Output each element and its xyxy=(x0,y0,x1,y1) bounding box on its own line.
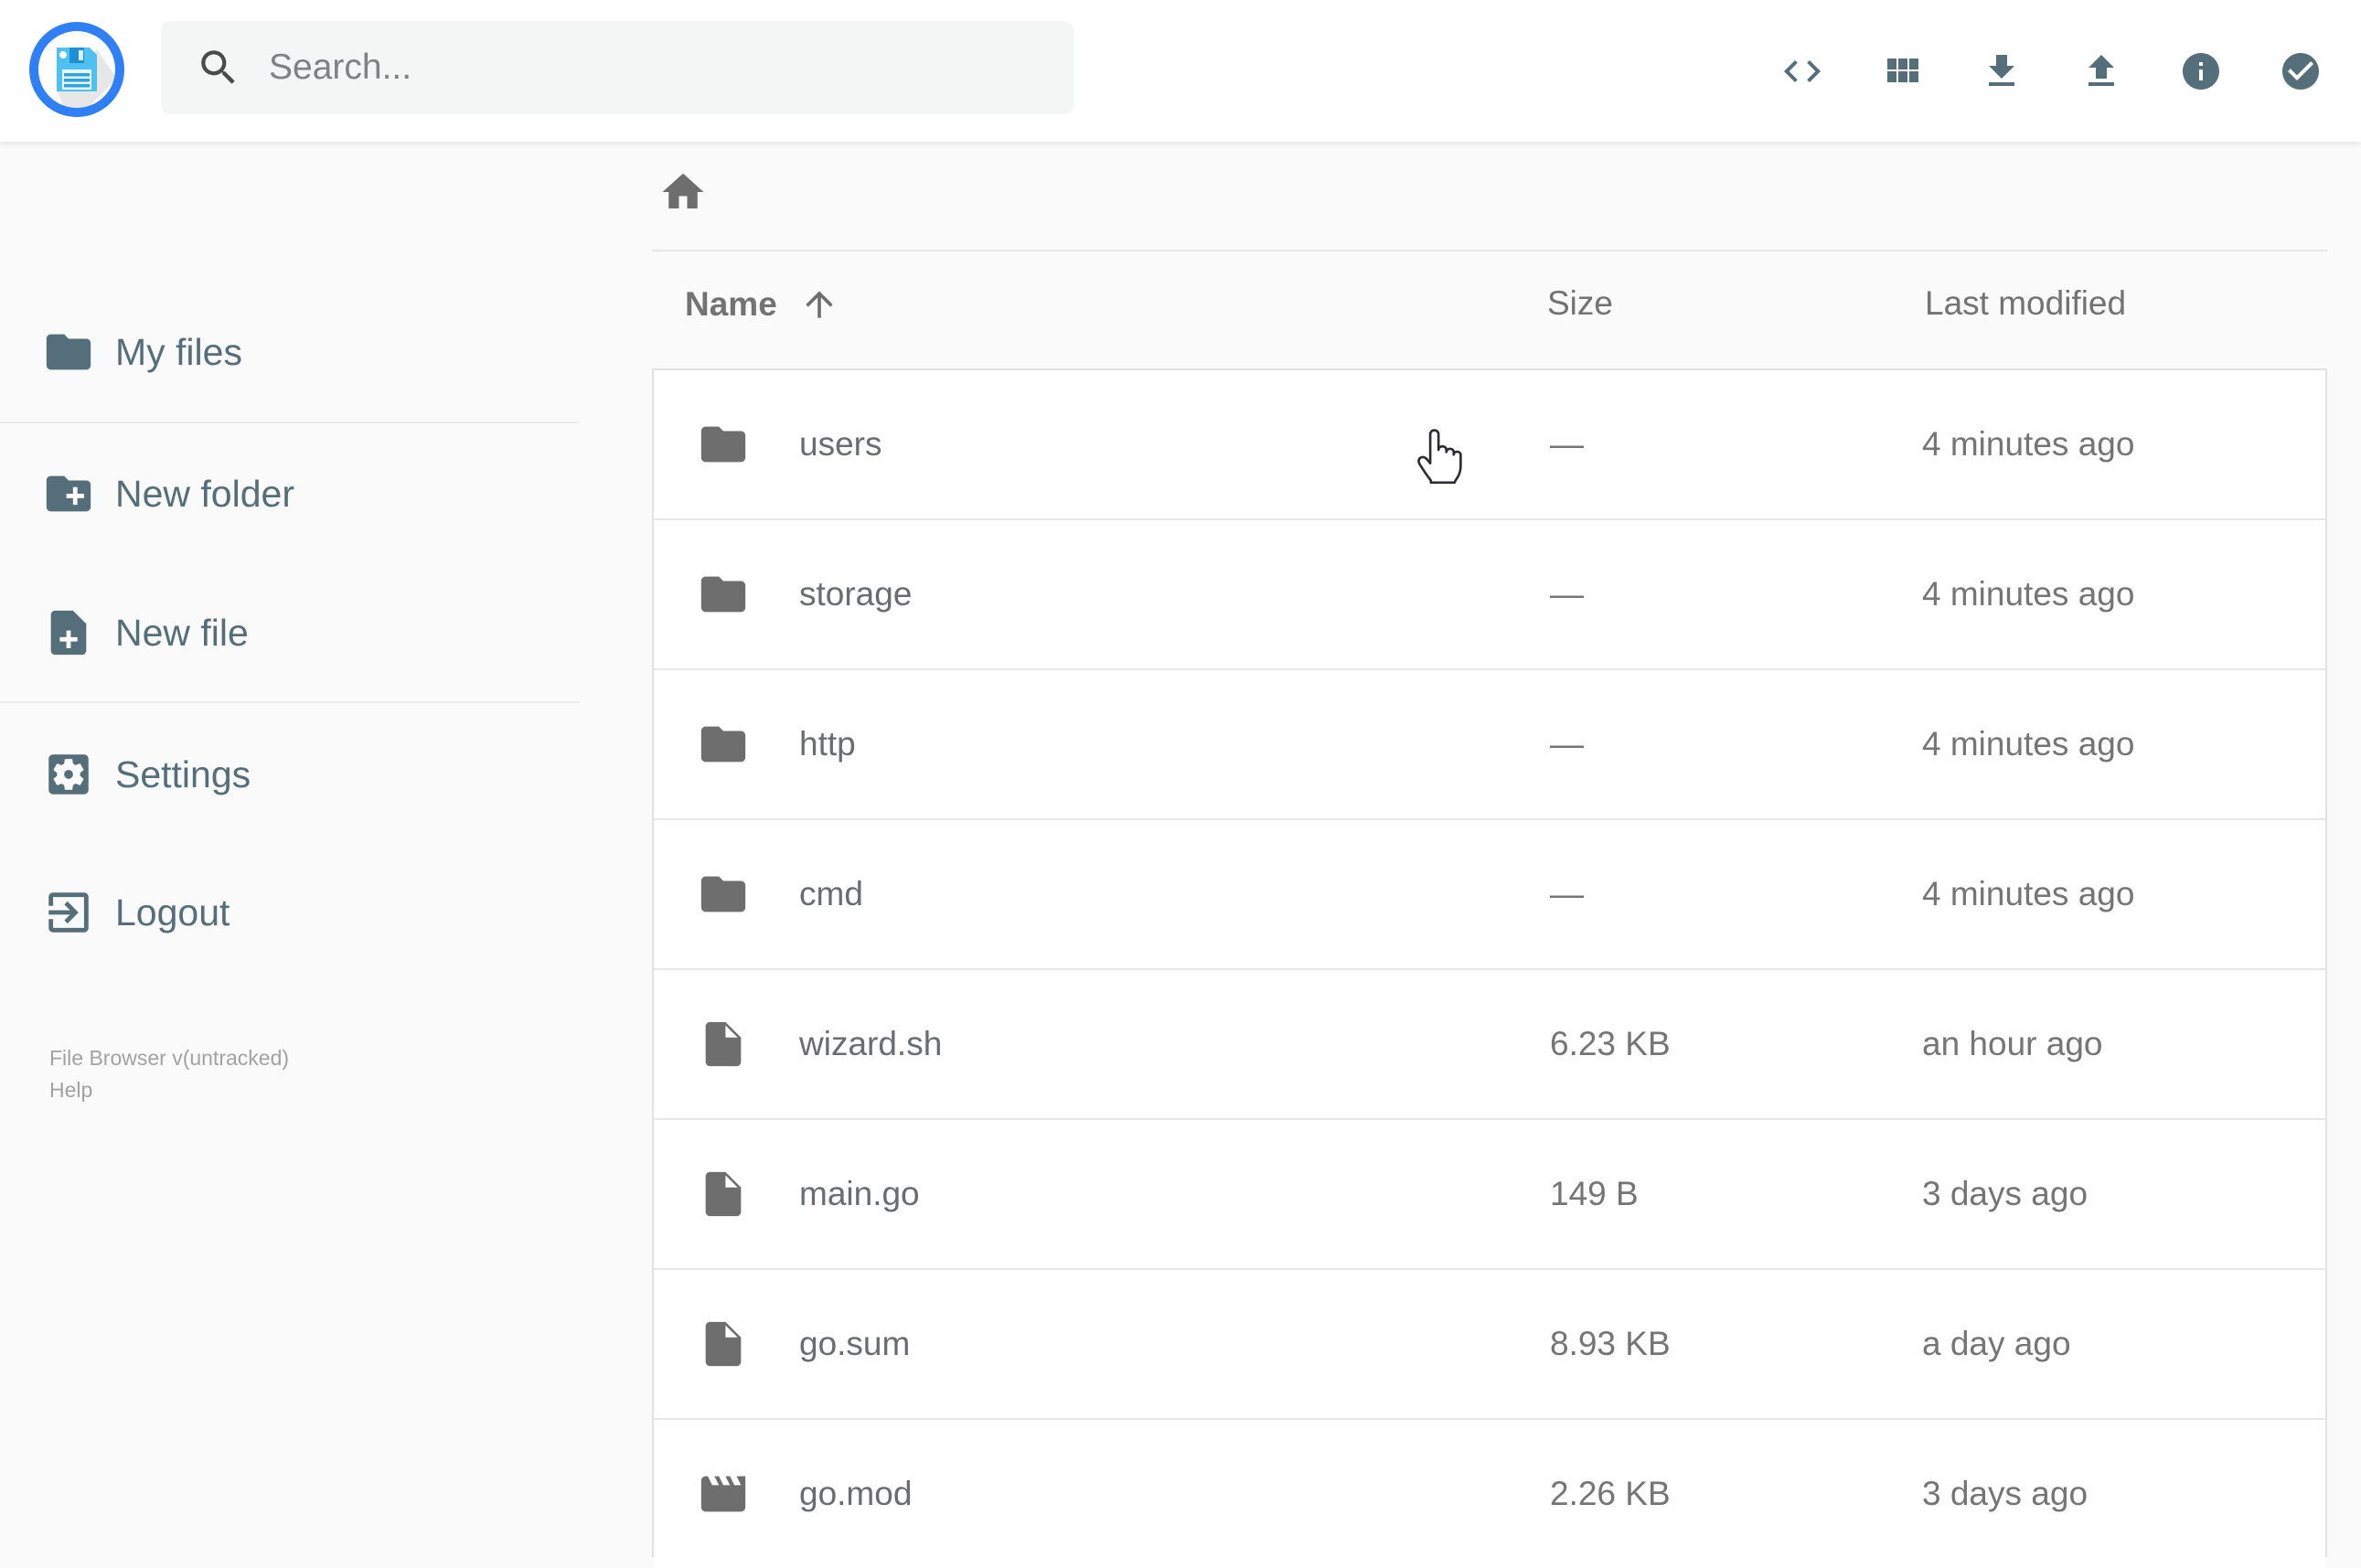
sidebar-footer: File Browser v(untracked) Help xyxy=(49,1042,289,1106)
download-icon xyxy=(1989,54,2014,86)
breadcrumb-home-button[interactable] xyxy=(658,167,708,217)
listing-header: Name Size Last modified xyxy=(652,279,2327,334)
file-name: storage xyxy=(799,575,913,613)
sidebar-item-new-folder[interactable]: New folder xyxy=(0,443,580,544)
sidebar-item-logout[interactable]: Logout xyxy=(0,862,580,963)
filebrowser-logo-icon[interactable] xyxy=(29,22,124,117)
upload-button[interactable] xyxy=(2079,49,2123,93)
column-header-name[interactable]: Name xyxy=(685,284,839,325)
file-modified: 3 days ago xyxy=(1922,1175,2089,1212)
sidebar-item-label: New folder xyxy=(115,472,294,515)
column-header-size[interactable]: Size xyxy=(1547,284,1613,322)
folder-icon xyxy=(700,876,746,912)
help-link[interactable]: Help xyxy=(49,1078,93,1102)
file-row[interactable]: go.mod 2.26 KB 3 days ago xyxy=(654,1420,2325,1568)
file-name: wizard.sh xyxy=(799,1025,943,1062)
file-size: 6.23 KB xyxy=(1550,1025,1671,1062)
file-name: main.go xyxy=(799,1175,920,1212)
check-circle-icon xyxy=(2282,52,2319,90)
file-name: cmd xyxy=(799,875,863,912)
search-placeholder: Search... xyxy=(269,48,412,87)
logout-icon xyxy=(48,892,89,933)
file-modified: 4 minutes ago xyxy=(1922,425,2135,463)
breadcrumb-divider xyxy=(652,250,2327,251)
sidebar-item-label: Settings xyxy=(115,752,251,795)
file-modified: 4 minutes ago xyxy=(1922,575,2135,613)
settings-icon xyxy=(48,754,89,795)
file-modified: 4 minutes ago xyxy=(1922,725,2135,763)
sidebar-item-label: My files xyxy=(115,330,242,373)
file-name: go.sum xyxy=(799,1325,911,1362)
file-plus-icon xyxy=(50,610,87,656)
folder-icon xyxy=(700,576,746,613)
file-icon xyxy=(705,1021,742,1067)
sidebar-divider xyxy=(0,421,580,423)
search-input[interactable]: Search... xyxy=(161,21,1074,114)
file-listing: users — 4 minutes ago storage — 4 minute… xyxy=(652,368,2327,1568)
sidebar-item-label: New file xyxy=(115,611,249,654)
file-row[interactable]: users — 4 minutes ago xyxy=(654,370,2325,520)
sidebar-item-settings[interactable]: Settings xyxy=(0,724,580,825)
select-multiple-button[interactable] xyxy=(2279,49,2323,93)
file-size: 2.26 KB xyxy=(1550,1475,1671,1512)
topbar: Search... xyxy=(0,0,2361,142)
sidebar-item-my-files[interactable]: My files xyxy=(0,302,580,402)
search-icon xyxy=(196,45,241,91)
file-row[interactable]: wizard.sh 6.23 KB an hour ago xyxy=(654,970,2325,1120)
folder-icon xyxy=(46,334,91,370)
file-modified: a day ago xyxy=(1922,1325,2071,1362)
file-row[interactable]: storage — 4 minutes ago xyxy=(654,520,2325,670)
sidebar: My files New folder New file Settings Lo… xyxy=(0,142,580,1518)
file-name: go.mod xyxy=(799,1475,913,1512)
grid-view-icon xyxy=(1887,58,1918,82)
home-icon xyxy=(662,173,704,208)
code-icon xyxy=(1784,59,1821,82)
file-size: 8.93 KB xyxy=(1550,1325,1671,1362)
topbar-actions xyxy=(1780,0,2323,142)
file-row[interactable]: cmd — 4 minutes ago xyxy=(654,820,2325,970)
file-icon xyxy=(705,1321,742,1367)
file-size: — xyxy=(1550,575,1584,613)
file-row[interactable]: main.go 149 B 3 days ago xyxy=(654,1120,2325,1270)
switch-view-button[interactable] xyxy=(1880,49,1924,93)
file-modified: 4 minutes ago xyxy=(1922,875,2135,912)
file-icon xyxy=(705,1171,742,1217)
info-button[interactable] xyxy=(2179,49,2223,93)
folder-icon xyxy=(700,426,746,463)
movie-icon xyxy=(700,1476,746,1512)
sidebar-item-new-file[interactable]: New file xyxy=(0,582,580,683)
folder-plus-icon xyxy=(46,475,91,512)
file-size: — xyxy=(1550,425,1584,463)
download-button[interactable] xyxy=(1980,49,2024,93)
app-version: File Browser v(untracked) xyxy=(49,1046,290,1070)
file-name: users xyxy=(799,425,882,463)
sidebar-item-label: Logout xyxy=(115,891,230,933)
file-size: 149 B xyxy=(1550,1175,1639,1212)
file-modified: 3 days ago xyxy=(1922,1475,2089,1512)
file-row[interactable]: go.sum 8.93 KB a day ago xyxy=(654,1270,2325,1420)
folder-icon xyxy=(700,726,746,763)
file-size: — xyxy=(1550,725,1584,763)
file-size: — xyxy=(1550,875,1584,912)
column-header-modified[interactable]: Last modified xyxy=(1925,284,2127,322)
file-name: http xyxy=(799,725,856,763)
sort-ascending-icon xyxy=(806,291,833,318)
file-row[interactable]: http — 4 minutes ago xyxy=(654,670,2325,820)
sidebar-divider xyxy=(0,701,580,703)
info-icon xyxy=(2183,52,2219,90)
upload-icon xyxy=(2089,54,2114,86)
main-content: Name Size Last modified users — 4 minute… xyxy=(580,142,2361,1568)
shell-button[interactable] xyxy=(1780,49,1824,93)
file-modified: an hour ago xyxy=(1922,1025,2103,1062)
